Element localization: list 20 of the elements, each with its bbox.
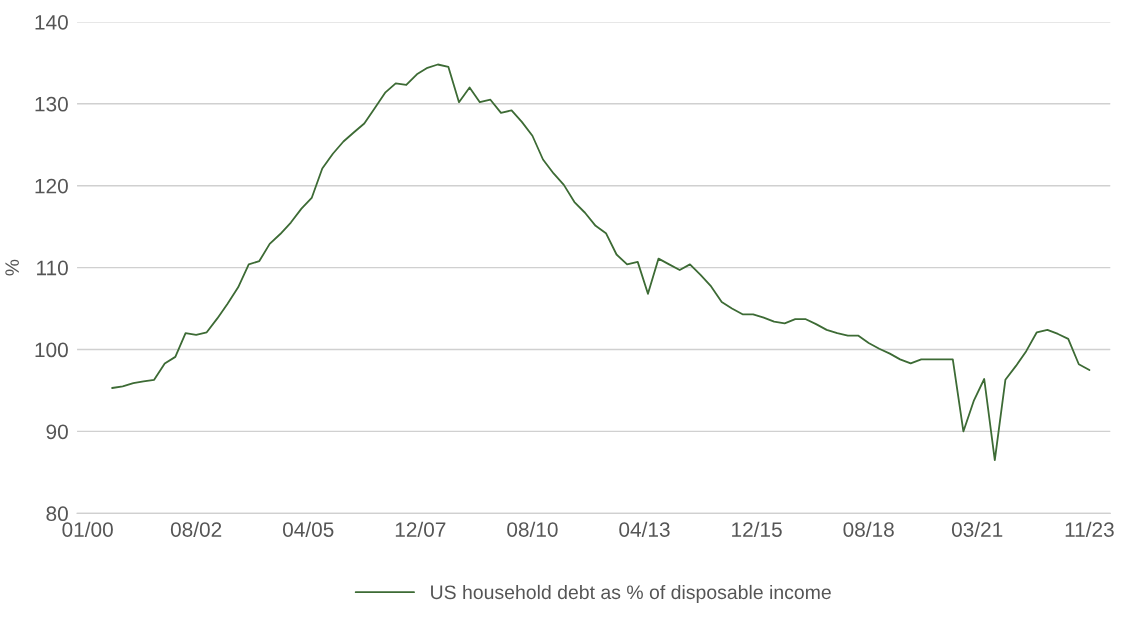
legend-label: US household debt as % of disposable income: [431, 584, 831, 603]
y-tick-label: 80: [46, 506, 68, 522]
x-tick-label: 04/13: [619, 521, 670, 537]
x-tick-label: 12/15: [732, 521, 782, 537]
y-tick-label: 130: [35, 96, 68, 112]
y-tick-label: 90: [46, 424, 68, 440]
x-tick-label: 08/10: [507, 521, 558, 537]
x-tick-label: 04/05: [282, 521, 334, 537]
x-tick-label: 08/18: [843, 521, 894, 537]
y-tick-label: 120: [35, 178, 68, 194]
line-series: [111, 63, 1091, 461]
x-tick-label: 03/21: [951, 521, 1003, 537]
y-tick-label: 100: [35, 342, 68, 358]
x-tick-label: 11/23: [1065, 521, 1114, 537]
x-tick-label: 01/00: [62, 521, 113, 537]
y-tick-label: 110: [37, 260, 68, 276]
y-tick-label: 140: [35, 14, 68, 30]
x-tick-label: 08/02: [170, 521, 222, 537]
x-tick-label: 12/07: [395, 521, 446, 537]
y-axis-title: %: [5, 259, 19, 276]
